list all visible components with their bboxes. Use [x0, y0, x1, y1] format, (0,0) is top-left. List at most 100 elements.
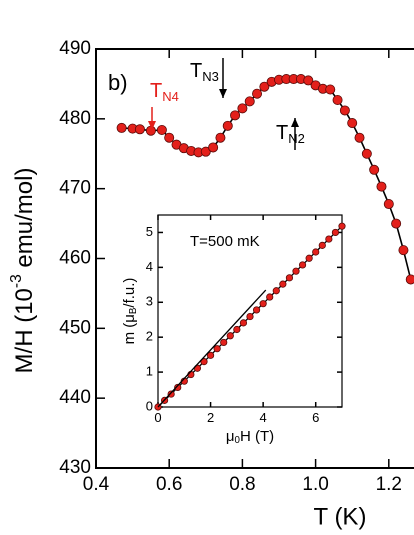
data-point — [361, 148, 372, 159]
y-axis-label: M/H (10-3 emu/mol) — [8, 168, 38, 374]
data-point — [213, 345, 221, 353]
annotation-text: T — [150, 80, 162, 102]
annotation-text: T — [190, 60, 202, 82]
annotation: b) — [108, 70, 128, 95]
y-tick-label: 0 — [146, 398, 153, 413]
data-point — [272, 287, 280, 295]
x-tick-label: 0.8 — [229, 474, 255, 495]
data-point — [279, 280, 287, 288]
annotation: TN3 — [190, 60, 219, 84]
y-tick-label: 1 — [146, 364, 153, 379]
data-point — [285, 274, 294, 282]
axis-label-part: -3 — [8, 274, 25, 288]
data-point — [208, 142, 219, 153]
data-point — [312, 248, 320, 256]
plot-frame — [157, 214, 343, 408]
data-point — [398, 245, 409, 256]
x-axis-label: μ0H (T) — [226, 428, 274, 446]
data-point — [230, 110, 241, 121]
x-tick-label: 4 — [260, 410, 267, 425]
data-point — [369, 164, 380, 175]
data-point — [174, 383, 182, 392]
y-tick-label: 5 — [146, 224, 153, 239]
y-tick-label: 2 — [146, 329, 153, 344]
annotation-text: b) — [108, 70, 128, 95]
data-point — [266, 293, 274, 301]
axis-label-part: M/H (10 — [11, 288, 38, 373]
data-point — [305, 254, 313, 262]
x-tick-label: 1.2 — [376, 474, 402, 495]
annotation: TN2 — [276, 122, 305, 146]
x-tick-label: 0.4 — [83, 474, 110, 495]
data-point — [325, 235, 333, 243]
annotation: TN4 — [150, 80, 179, 104]
arrow-head — [219, 89, 227, 98]
data-point — [244, 96, 255, 107]
data-point — [252, 88, 263, 99]
x-axis-label: T (K) — [314, 503, 367, 530]
x-tick-label: 2 — [207, 410, 214, 425]
x-tick-label: 1.0 — [302, 474, 328, 495]
data-point — [405, 274, 414, 285]
data-point — [298, 261, 307, 269]
axis-label-part: 0 — [235, 435, 241, 446]
data-point — [206, 351, 215, 359]
data-point — [259, 81, 270, 92]
data-point — [383, 199, 394, 210]
axis-label-part: m (μ — [121, 314, 138, 344]
data-point — [239, 319, 248, 327]
x-tick-label: 0.6 — [156, 474, 182, 495]
y-tick-label: 4 — [146, 259, 153, 274]
x-tick-label: 6 — [312, 410, 319, 425]
data-point — [332, 94, 343, 105]
y-tick-label: 440 — [59, 387, 91, 408]
data-point — [233, 325, 241, 334]
y-tick-label: 3 — [146, 294, 153, 309]
annotation-text: T=500 mK — [190, 233, 260, 250]
axis-label-part: emu/mol) — [11, 168, 38, 275]
data-point — [391, 218, 402, 229]
data-point — [134, 124, 145, 135]
data-point — [167, 390, 175, 398]
data-point — [220, 338, 228, 347]
data-point — [164, 132, 175, 143]
data-point — [222, 120, 233, 131]
series-line — [157, 289, 267, 408]
y-tick-label: 460 — [59, 248, 91, 269]
x-tick-label: 0 — [154, 410, 161, 425]
data-point — [338, 222, 346, 230]
data-point — [325, 84, 336, 95]
data-point — [116, 122, 127, 133]
data-point — [215, 132, 226, 143]
annotation-sub: N3 — [202, 69, 219, 84]
arrow-head — [291, 118, 299, 127]
data-point — [246, 312, 254, 321]
data-point — [303, 75, 314, 86]
y-axis-label: m (μB/f.u.) — [121, 278, 139, 345]
axis-label-part: /f.u.) — [121, 278, 138, 308]
data-point — [200, 358, 208, 366]
data-point — [354, 132, 365, 143]
data-point — [237, 103, 248, 114]
axis-label-part: H (T) — [240, 428, 274, 445]
data-point — [292, 267, 300, 275]
y-tick-label: 430 — [59, 457, 91, 478]
axis-label-part: B — [128, 308, 139, 315]
data-point — [339, 105, 350, 116]
data-point — [259, 300, 267, 308]
annotation-sub: N2 — [288, 131, 305, 146]
data-point — [331, 228, 340, 237]
arrow-head — [148, 121, 156, 130]
data-point — [226, 332, 234, 340]
data-point — [318, 241, 326, 249]
axis-label-part: μ — [226, 428, 235, 445]
data-point — [376, 181, 387, 192]
y-tick-label: 450 — [59, 317, 91, 338]
annotation-sub: N4 — [162, 89, 179, 104]
annotation-text: T — [276, 122, 288, 144]
data-point — [156, 125, 167, 136]
data-point — [252, 306, 261, 314]
y-tick-label: 480 — [59, 108, 91, 129]
